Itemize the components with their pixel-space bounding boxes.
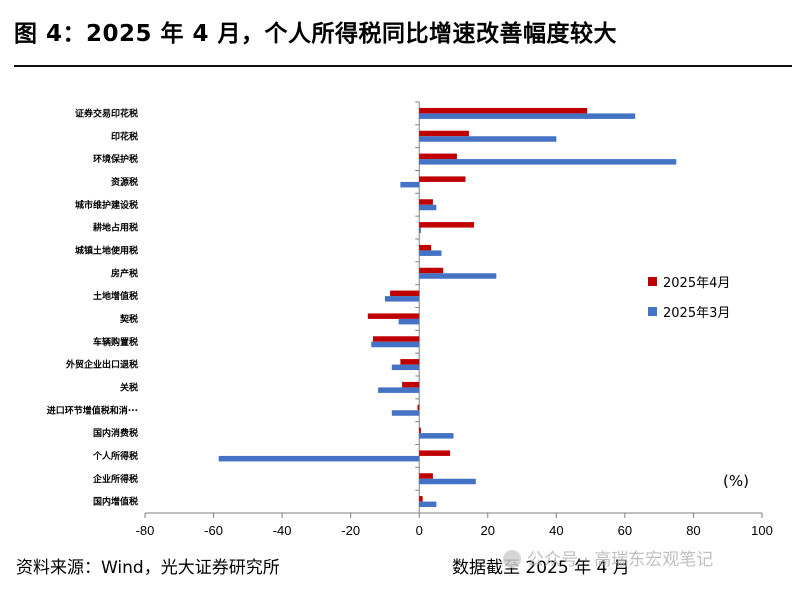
category-label: 契税 <box>119 313 138 325</box>
bar-2025-april <box>419 153 457 160</box>
category-label: 房产税 <box>111 267 138 279</box>
bar-2025-march <box>419 136 557 142</box>
category-label: 国内增值税 <box>93 496 138 508</box>
bar-2025-april <box>419 199 433 205</box>
bar-2025-march <box>371 341 420 348</box>
category-label: 车辆购置税 <box>93 336 138 348</box>
bar-2025-march <box>419 113 636 119</box>
watermark: 公众号 · 高瑞东宏观笔记 <box>503 545 713 570</box>
bar-2025-april <box>400 359 420 365</box>
category-label: 国内消费税 <box>93 427 138 439</box>
bar-2025-march <box>398 318 420 325</box>
bar-2025-march <box>419 433 454 439</box>
x-tick-label: 40 <box>549 523 563 538</box>
date-note: 数据截至 2025 年 4 月 <box>452 558 630 578</box>
x-tick-label: 20 <box>481 523 495 538</box>
bar-2025-march <box>419 478 476 485</box>
bar-2025-april <box>372 336 420 342</box>
bar-2025-april <box>419 267 444 274</box>
bar-2025-march <box>419 273 497 279</box>
x-tick-label: -20 <box>341 523 360 538</box>
x-tick-label: 60 <box>618 523 632 538</box>
legend: 2025年4月 2025年3月 <box>648 271 730 331</box>
x-tick-label: -80 <box>136 523 155 538</box>
title-divider <box>14 65 792 67</box>
bar-2025-march <box>391 410 420 416</box>
bar-2025-april <box>367 313 420 319</box>
bar-2025-april <box>419 130 469 137</box>
bar-2025-march <box>384 296 420 302</box>
category-label: 环境保护税 <box>93 153 138 165</box>
bar-2025-march <box>400 181 420 188</box>
category-label: 企业所得税 <box>92 473 138 485</box>
wechat-icon <box>503 550 521 568</box>
category-label: 印花税 <box>111 130 138 142</box>
category-label: 个人所得税 <box>92 450 138 462</box>
category-label: 城镇土地使用税 <box>75 244 138 256</box>
watermark-text: 公众号 · 高瑞东宏观笔记 <box>527 550 714 570</box>
bar-2025-april <box>402 381 420 388</box>
legend-swatch-march <box>648 307 657 316</box>
x-tick-label: -40 <box>273 523 292 538</box>
bar-2025-march <box>419 250 442 256</box>
x-tick-label: 100 <box>751 523 773 538</box>
bar-2025-april <box>419 450 451 456</box>
category-label: 资源税 <box>111 176 138 188</box>
bar-2025-march <box>419 159 677 165</box>
category-label: 土地增值税 <box>93 290 138 302</box>
bar-2025-april <box>419 222 475 228</box>
bar-2025-april <box>419 427 421 434</box>
bar-2025-march <box>419 501 437 508</box>
bar-2025-march <box>218 455 420 462</box>
legend-swatch-april <box>648 277 657 286</box>
category-label: 城市维护建设税 <box>75 199 138 211</box>
figure-title: 图 4：2025 年 4 月，个人所得税同比增速改善幅度较大 <box>14 21 618 47</box>
bar-2025-april <box>419 244 432 251</box>
bar-2025-april <box>390 290 420 297</box>
legend-item-march: 2025年3月 <box>648 301 730 322</box>
x-tick-label: -60 <box>204 523 223 538</box>
bar-2025-april <box>419 176 466 182</box>
plot-area: -80 -60 -40 -20 0 20 40 60 80 100 证券交易印花税印花税环境保护税资… <box>47 101 773 538</box>
category-label: 进口环节增值税和消··· <box>47 404 138 416</box>
bar-2025-april <box>417 404 420 411</box>
bar-2025-april <box>419 473 433 479</box>
unit-label: (%) <box>723 472 749 490</box>
legend-item-april: 2025年4月 <box>648 271 730 292</box>
bar-2025-march <box>419 204 437 211</box>
category-label: 耕地占用税 <box>93 222 138 234</box>
category-label: 关税 <box>120 381 138 393</box>
category-label: 证券交易印花税 <box>75 107 138 119</box>
category-label: 外贸企业出口退税 <box>65 359 138 371</box>
bar-2025-march <box>378 387 420 393</box>
source-note: 资料来源：Wind，光大证券研究所 <box>16 558 280 578</box>
legend-label-april: 2025年4月 <box>663 276 731 291</box>
x-tick-label: 0 <box>416 523 423 538</box>
bar-2025-april <box>419 496 423 502</box>
bar-2025-march <box>419 227 421 234</box>
bar-2025-march <box>391 364 420 371</box>
x-tick-label: 80 <box>686 523 700 538</box>
bar-2025-april <box>419 107 588 114</box>
legend-label-march: 2025年3月 <box>663 306 731 321</box>
